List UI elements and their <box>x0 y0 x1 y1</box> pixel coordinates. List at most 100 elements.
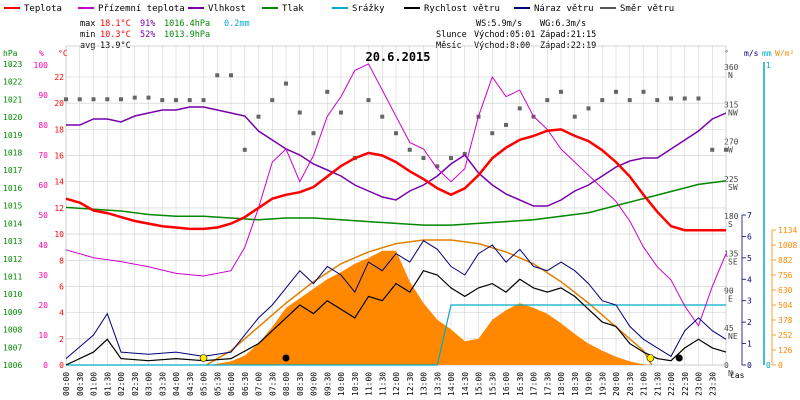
wind-axis: 7 6 5 4 3 2 1 0 <box>741 211 752 370</box>
x-tick-label: 19:00 <box>585 372 594 396</box>
precip-axis: 10 <box>763 61 771 370</box>
wind-tick-label: 5 <box>747 254 752 263</box>
wind-direction-dot <box>504 122 508 127</box>
x-tick-label: 05:30 <box>213 372 222 396</box>
legend-naraz-vetru: Náraz větru <box>534 4 594 14</box>
moonrise-marker <box>282 354 290 362</box>
temp-tick-label: 18 <box>54 125 64 134</box>
hpa-tick-label: 1011 <box>3 272 22 281</box>
wind-direction-dot <box>119 97 123 102</box>
wind-direction-dot <box>284 81 288 86</box>
temp-tick-label: 4 <box>59 309 64 318</box>
wind-direction-dot <box>586 106 591 111</box>
wind-direction-dot <box>256 114 261 119</box>
solar-tick-label: 1134 <box>778 226 797 235</box>
x-tick-label: 04:30 <box>186 372 195 396</box>
x-tick-label: 16:30 <box>516 372 525 396</box>
x-tick-label: 08:00 <box>282 372 291 396</box>
wind-direction-dot <box>366 98 371 103</box>
precip-line <box>66 304 726 366</box>
wind-direction-dot <box>724 147 728 152</box>
solar-tick-label: 630 <box>778 286 793 295</box>
x-axis-label: čas <box>730 370 745 380</box>
wind-direction-dot <box>380 114 385 119</box>
humidity-line <box>66 106 727 207</box>
x-tick-label: 07:30 <box>268 372 277 396</box>
temp-tick-label: 20 <box>54 99 64 108</box>
stat-precip: 0.2mm <box>224 19 250 29</box>
wind-gust-line <box>65 240 727 359</box>
x-tick-label: 02:00 <box>117 372 126 396</box>
wind-direction-dot <box>669 96 673 101</box>
dir-letter-label: S <box>728 220 733 229</box>
wind-tick-label: 1 <box>747 340 752 349</box>
hpa-tick-label: 1012 <box>3 255 22 264</box>
wind-direction-dot <box>311 131 316 136</box>
legend-smer-vetru: Směr větru <box>620 4 674 14</box>
pct-tick-label: 30 <box>38 271 48 280</box>
pressure-line <box>65 180 727 226</box>
x-tick-label: 10:30 <box>351 372 360 396</box>
hpa-tick-label: 1020 <box>3 113 22 122</box>
hpa-tick-label: 1009 <box>3 308 22 317</box>
solar-axis: 1134 1008 882 756 630 504 378 252 126 0 <box>771 226 797 370</box>
legend-vlhkost: Vlhkost <box>208 4 246 14</box>
wind-direction-dot <box>490 131 495 136</box>
x-tick-label: 21:30 <box>653 372 662 396</box>
solar-tick-label: 252 <box>778 331 793 340</box>
hpa-tick-label: 1008 <box>3 326 22 335</box>
hpa-tick-label: 1021 <box>3 95 22 104</box>
wind-direction-dot <box>91 97 96 102</box>
x-tick-label: 05:00 <box>200 372 209 396</box>
wind-direction-dot <box>242 147 247 152</box>
wind-direction-dot <box>325 89 330 94</box>
x-tick-label: 07:00 <box>255 372 264 396</box>
dir-letter-label: N <box>728 369 733 378</box>
wind-direction-dot <box>545 98 550 103</box>
hpa-tick-label: 1006 <box>3 361 22 370</box>
wind-direction-dot <box>517 106 522 111</box>
legend-tlak: Tlak <box>282 4 304 14</box>
wind-direction-dot <box>710 147 715 152</box>
x-tick-label: 03:00 <box>145 372 154 396</box>
x-tick-label: 14:00 <box>447 372 456 396</box>
solar-tick-label: 882 <box>778 256 793 265</box>
wind-direction-dot <box>600 98 605 103</box>
dir-tick-label: 0 <box>724 361 729 370</box>
dir-tick-label: 90 <box>724 287 734 296</box>
temp-tick-label: 22 <box>54 73 64 82</box>
pct-tick-label: 50 <box>38 211 48 220</box>
x-tick-label: 12:00 <box>392 372 401 396</box>
dir-unit: ° <box>724 49 729 58</box>
mm-tick-label: 0 <box>766 361 771 370</box>
hpa-tick-label: 1016 <box>3 184 22 193</box>
x-tick-label: 08:30 <box>296 372 305 396</box>
stat-sunrise: Východ:05:01 <box>474 30 535 40</box>
wind-direction-dot <box>627 98 632 103</box>
moonset-marker <box>675 354 683 362</box>
plot-area <box>64 63 728 366</box>
wind-direction-dot <box>572 114 577 119</box>
wind-direction-dot <box>462 151 467 156</box>
temperature-line <box>65 128 726 232</box>
wind-direction-dot <box>64 97 68 102</box>
x-tick-label: 01:00 <box>90 372 99 396</box>
hpa-tick-label: 1017 <box>3 166 22 175</box>
x-tick-label: 23:30 <box>708 372 717 396</box>
wind-direction-dot <box>297 110 302 115</box>
x-tick-label: 11:00 <box>365 372 374 396</box>
hpa-unit: hPa <box>3 49 18 58</box>
legend-prizemni-teplota: Přízemní teplota <box>98 4 185 14</box>
temp-tick-label: 0 <box>59 361 64 370</box>
left-axes: hPa % °C 1023102210211020101910181017101… <box>3 49 68 370</box>
pct-unit: % <box>39 49 44 58</box>
wind-unit: m/s <box>744 49 759 58</box>
wind-tick-label: 6 <box>747 232 752 241</box>
wind-direction-dot <box>435 164 440 169</box>
sunrise-marker <box>199 354 208 362</box>
dir-tick-label: 45 <box>724 324 734 333</box>
wind-direction-dot <box>559 89 563 94</box>
